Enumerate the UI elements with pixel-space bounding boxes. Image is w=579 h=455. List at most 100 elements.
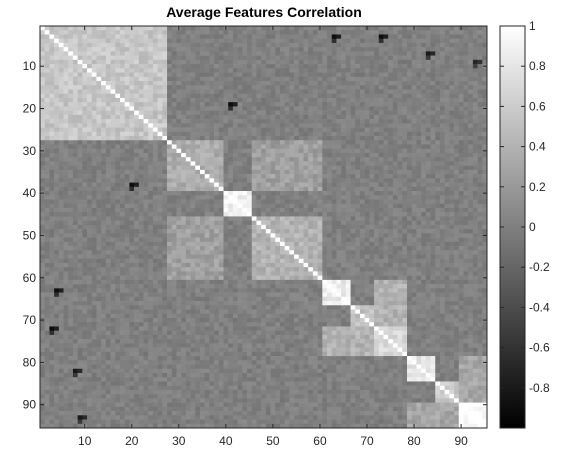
heatmap-cell [101, 30, 107, 35]
heatmap-cell [284, 131, 290, 137]
heatmap-cell [190, 68, 196, 73]
heatmap-cell [331, 224, 337, 230]
heatmap-cell [270, 123, 276, 128]
heatmap-cell [176, 68, 182, 73]
heatmap-cell [463, 195, 469, 200]
heatmap-cell [152, 131, 158, 137]
heatmap-cell [449, 144, 455, 150]
heatmap-cell [472, 165, 478, 171]
heatmap-cell [181, 97, 187, 103]
heatmap-cell [63, 203, 69, 209]
heatmap-cell [195, 114, 201, 120]
heatmap-cell [195, 102, 201, 107]
heatmap-cell [204, 191, 210, 196]
heatmap-cell [209, 241, 215, 247]
heatmap-cell [232, 169, 238, 175]
heatmap-cell [204, 76, 210, 82]
heatmap-cell [439, 127, 445, 133]
heatmap-cell [190, 136, 196, 141]
heatmap-cell [294, 110, 300, 116]
heatmap-cell [317, 224, 323, 230]
heatmap-cell [247, 97, 253, 103]
heatmap-cell [185, 246, 191, 251]
heatmap-cell [388, 157, 394, 162]
heatmap-cell [477, 157, 483, 162]
heatmap-cell [425, 123, 431, 128]
heatmap-cell [152, 191, 158, 196]
heatmap-cell [251, 55, 257, 61]
heatmap-cell [350, 140, 356, 145]
heatmap-cell [204, 127, 210, 133]
heatmap-cell [138, 203, 144, 209]
heatmap-cell [68, 136, 74, 141]
heatmap-cell [190, 119, 196, 124]
heatmap-cell [223, 212, 229, 217]
heatmap-cell [388, 85, 394, 90]
heatmap-cell [303, 76, 309, 82]
heatmap-cell [402, 237, 408, 243]
heatmap-cell [63, 93, 69, 99]
heatmap-cell [336, 165, 342, 171]
heatmap-cell [129, 51, 135, 56]
heatmap-cell [148, 26, 154, 31]
heatmap-cell [82, 233, 88, 238]
heatmap-cell [317, 102, 323, 107]
heatmap-cell [101, 178, 107, 183]
heatmap-cell [91, 237, 97, 243]
heatmap-cell [454, 148, 460, 154]
heatmap-cell [458, 199, 464, 205]
heatmap-cell [331, 51, 337, 56]
heatmap-cell [472, 64, 478, 69]
heatmap-cell [171, 51, 177, 56]
heatmap-cell [237, 64, 243, 69]
heatmap-cell [449, 127, 455, 133]
heatmap-cell [430, 224, 436, 230]
heatmap-cell [49, 241, 55, 247]
heatmap-cell [157, 85, 163, 90]
heatmap-cell [472, 30, 478, 35]
heatmap-cell [294, 182, 300, 188]
heatmap-cell [407, 157, 413, 162]
heatmap-cell [265, 72, 271, 78]
heatmap-cell [482, 224, 488, 230]
heatmap-cell [256, 174, 262, 179]
heatmap-cell [242, 165, 248, 171]
heatmap-cell [364, 102, 370, 107]
heatmap-cell [327, 110, 333, 116]
heatmap-cell [265, 220, 271, 226]
heatmap-cell [44, 237, 50, 243]
heatmap-cell [124, 93, 130, 99]
heatmap-cell [82, 199, 88, 205]
heatmap-cell [308, 195, 314, 200]
heatmap-cell [350, 220, 356, 226]
heatmap-cell [247, 47, 253, 52]
heatmap-cell [322, 191, 328, 196]
heatmap-cell [143, 85, 149, 90]
heatmap-cell [209, 47, 215, 52]
heatmap-cell [463, 233, 469, 238]
heatmap-cell [247, 241, 253, 247]
heatmap-cell [119, 119, 125, 124]
heatmap-cell [115, 207, 121, 213]
heatmap-cell [421, 224, 427, 230]
heatmap-cell [317, 152, 323, 158]
heatmap-cell [77, 207, 83, 213]
heatmap-cell [331, 195, 337, 200]
heatmap-cell [322, 169, 328, 175]
heatmap-cell [392, 68, 398, 73]
heatmap-cell [392, 199, 398, 205]
heatmap-cell [171, 169, 177, 175]
heatmap-cell [327, 81, 333, 86]
heatmap-cell [331, 207, 337, 213]
heatmap-cell [336, 55, 342, 61]
heatmap-cell [289, 174, 295, 179]
heatmap-cell [110, 144, 116, 150]
heatmap-cell [261, 110, 267, 116]
heatmap-cell [242, 186, 248, 192]
heatmap-cell [204, 140, 210, 145]
heatmap-cell [214, 182, 220, 188]
heatmap-cell [336, 169, 342, 175]
heatmap-cell [171, 186, 177, 192]
heatmap-cell [308, 123, 314, 128]
heatmap-cell [383, 165, 389, 171]
